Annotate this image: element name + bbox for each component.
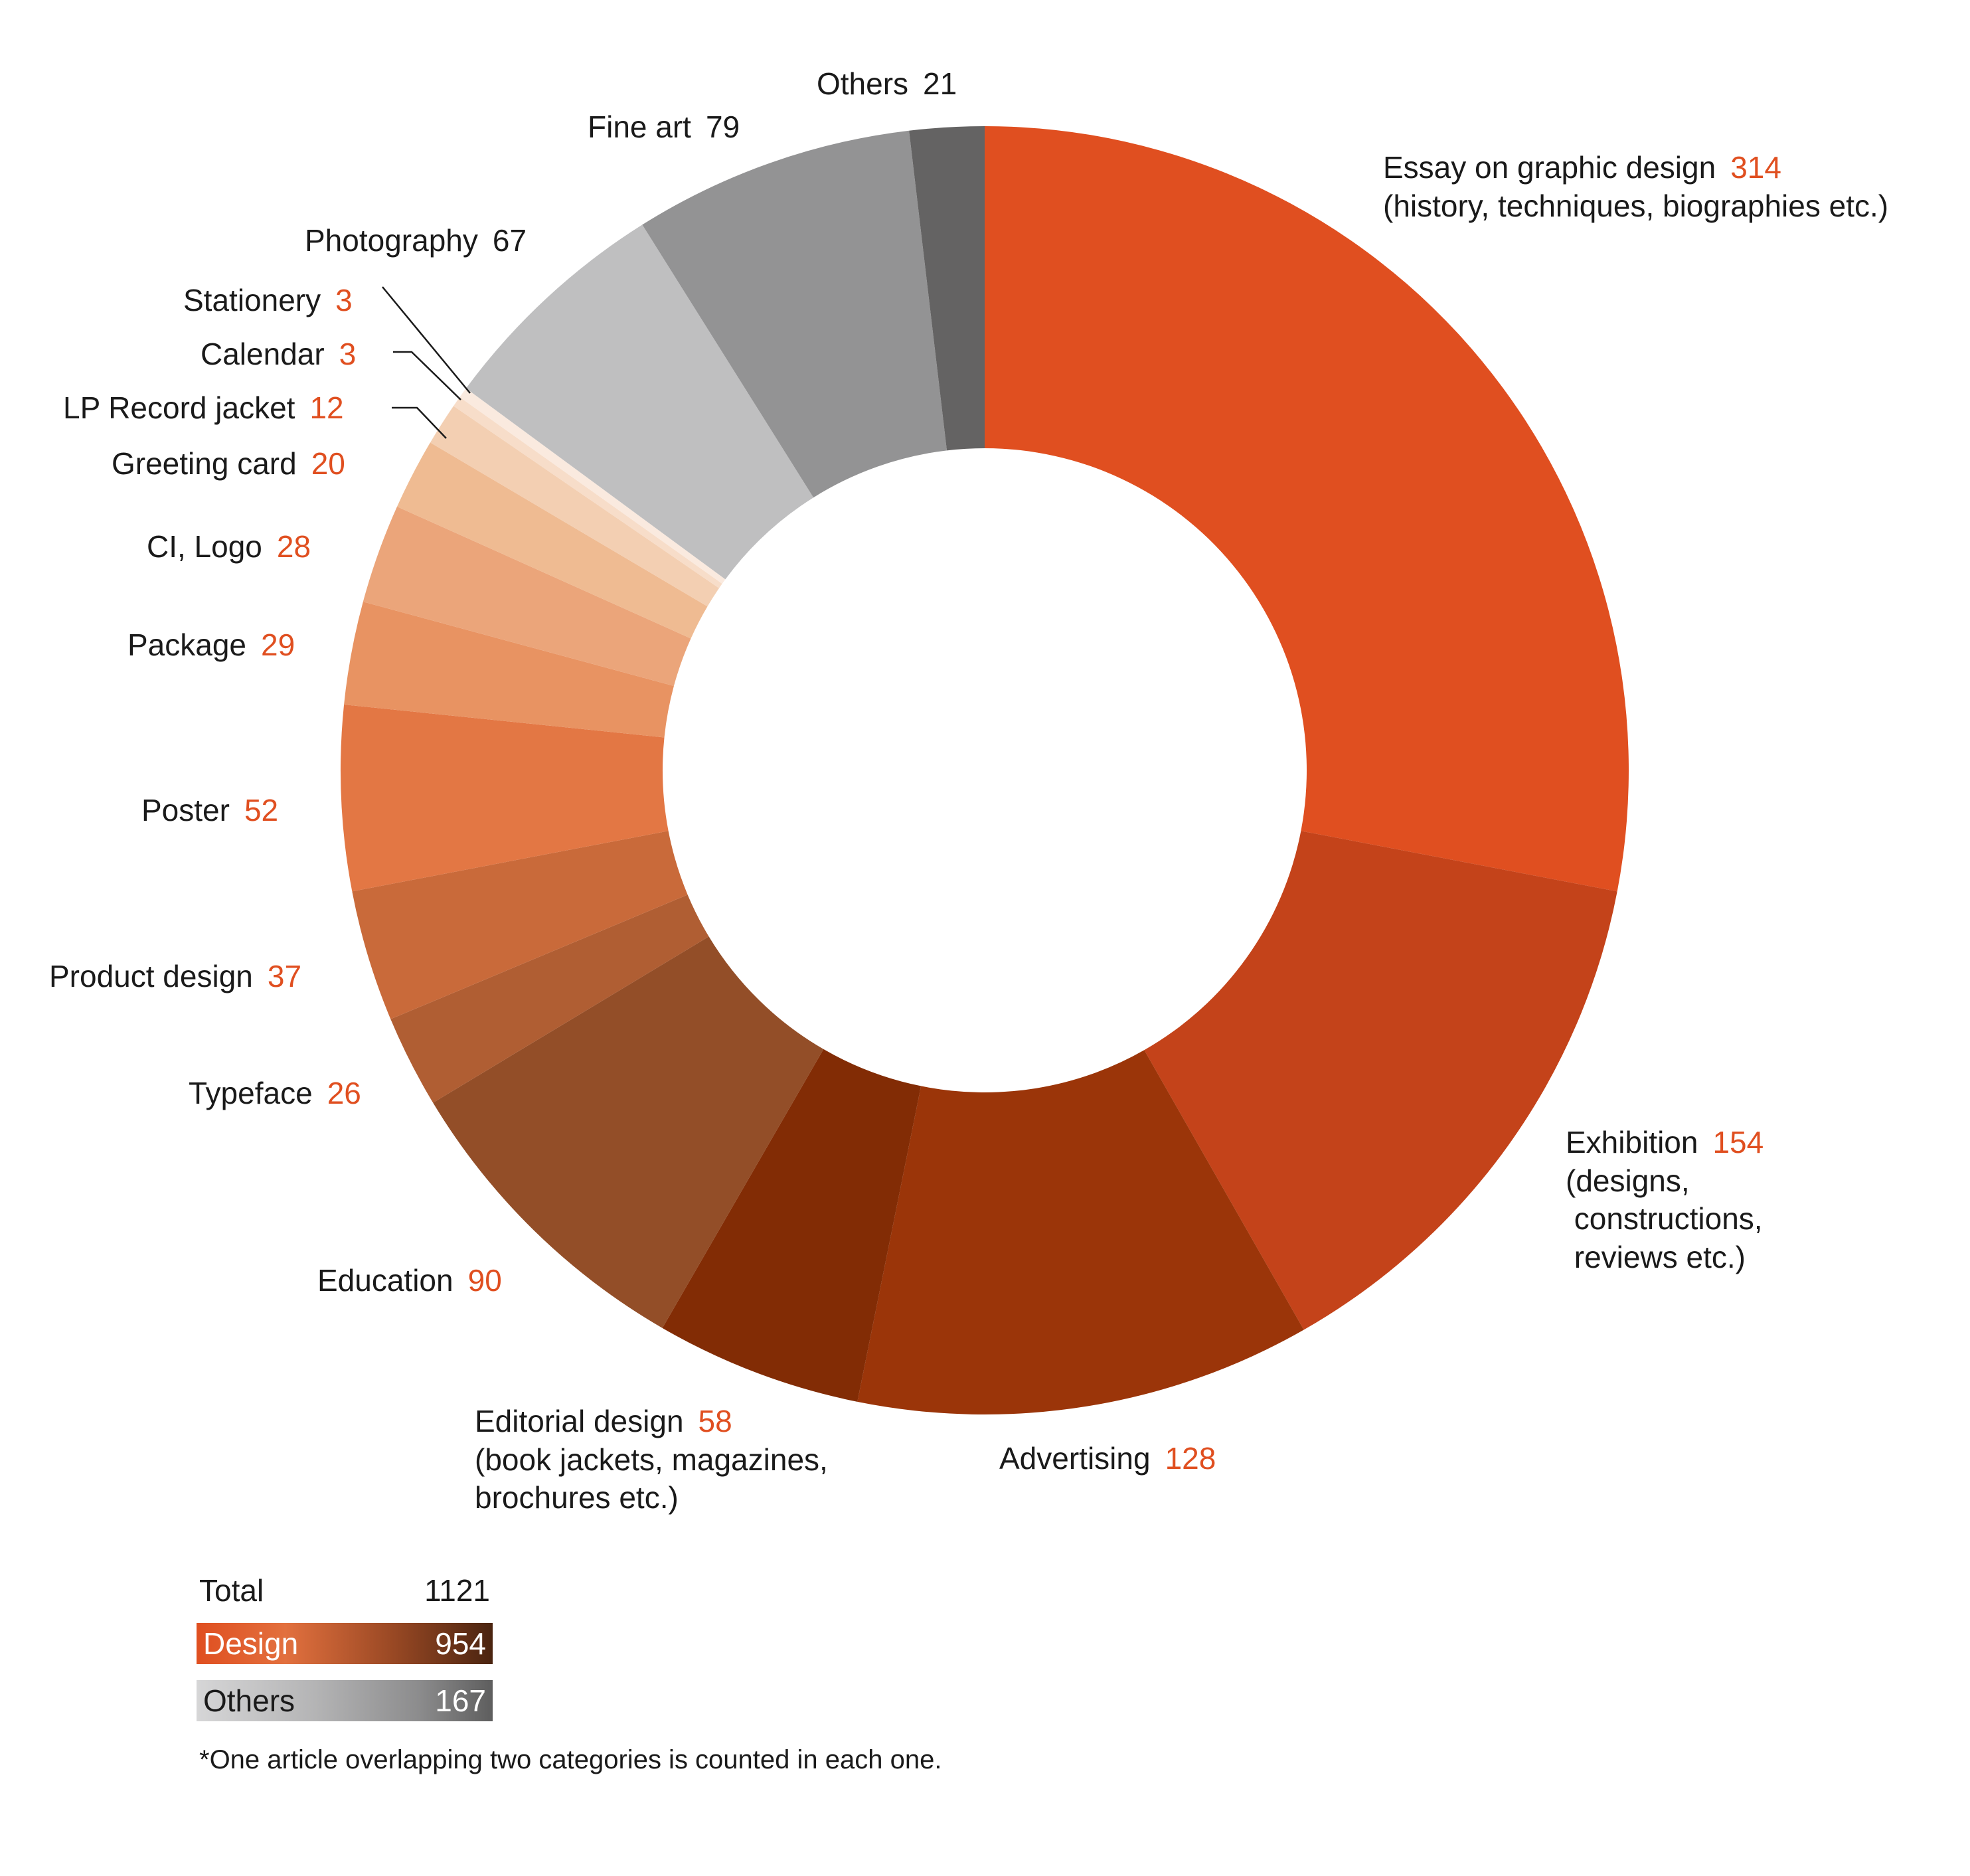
label-value: 26 (327, 1076, 361, 1110)
label-advertising: Advertising 128 (999, 1440, 1216, 1478)
slice-package (344, 602, 674, 738)
label-value: 20 (311, 446, 345, 481)
label-note: (history, techniques, biographies etc.) (1383, 188, 1889, 223)
label-name: Package (127, 628, 247, 662)
slice-editorial-design (662, 1049, 922, 1402)
slice-stationery (459, 388, 726, 584)
label-note: (designs, (1566, 1163, 1690, 1198)
legend-design-value: 954 (435, 1626, 486, 1661)
label-fine-art: Fine art 79 (588, 108, 740, 147)
label-education: Education 90 (317, 1262, 502, 1300)
footnote: *One article overlapping two categories … (199, 1745, 942, 1774)
legend-others-value: 167 (435, 1683, 486, 1718)
label-name: Editorial design (475, 1404, 684, 1438)
label-value: 154 (1712, 1125, 1764, 1159)
slice-calendar (453, 397, 722, 588)
leader-line-calendar (393, 351, 461, 400)
slice-typeface (390, 895, 709, 1103)
label-product-design: Product design 37 (49, 958, 301, 996)
label-note: brochures etc.) (475, 1480, 679, 1515)
legend-design: Design 954 (197, 1623, 493, 1664)
label-value: 3 (339, 337, 357, 371)
label-name: Education (317, 1263, 453, 1298)
legend-total-label: Total (199, 1573, 264, 1608)
label-editorial-design: Editorial design 58 (book jackets, magazin… (475, 1403, 828, 1517)
label-others: Others 21 (817, 65, 957, 104)
label-photography: Photography 67 (305, 222, 527, 260)
label-name: Product design (49, 959, 253, 993)
slice-advertising (857, 1050, 1304, 1415)
legend-others: Others 167 (197, 1680, 493, 1721)
label-value: 29 (261, 628, 295, 662)
label-value: 314 (1730, 150, 1781, 185)
slice-education (433, 936, 824, 1328)
label-value: 21 (923, 66, 957, 101)
legend-design-label: Design (203, 1626, 299, 1661)
label-name: Others (817, 66, 909, 101)
slice-exhibition (1144, 831, 1617, 1330)
slice-poster (341, 704, 669, 892)
slice-fine-art (642, 130, 947, 498)
legend-total: Total 1121 (197, 1567, 493, 1614)
label-name: Greeting card (112, 446, 297, 481)
label-name: Calendar (201, 337, 325, 371)
slice-others (909, 126, 985, 451)
legend-others-label: Others (203, 1683, 295, 1718)
slice-photography (465, 224, 814, 580)
label-value: 79 (705, 110, 740, 144)
leader-line-stationery (382, 286, 471, 394)
label-essay-on-graphic-design: Essay on graphic design 314 (history, tech… (1383, 149, 1888, 225)
label-note: constructions, (1566, 1201, 1763, 1236)
label-calendar: Calendar 3 (201, 335, 356, 374)
label-value: 52 (244, 793, 279, 827)
label-value: 3 (335, 283, 353, 317)
label-value: 37 (267, 959, 302, 993)
legend-total-value: 1121 (424, 1573, 490, 1608)
label-package: Package 29 (127, 626, 295, 665)
label-exhibition: Exhibition 154 (designs, constructions, re… (1566, 1124, 1764, 1276)
slice-greeting-card (397, 442, 708, 639)
label-name: Exhibition (1566, 1125, 1698, 1159)
label-typeface: Typeface 26 (189, 1074, 361, 1113)
label-name: Advertising (999, 1441, 1151, 1476)
label-name: Poster (141, 793, 230, 827)
label-value: 12 (309, 390, 344, 425)
slice-product-design (352, 831, 688, 1019)
label-value: 67 (492, 223, 527, 258)
leader-line-lp-record-jacket (392, 406, 447, 439)
label-value: 58 (698, 1404, 732, 1438)
label-stationery: Stationery 3 (183, 282, 353, 320)
label-poster: Poster 52 (141, 792, 278, 830)
label-name: Stationery (183, 283, 321, 317)
label-value: 28 (276, 529, 311, 564)
label-name: Fine art (588, 110, 691, 144)
label-note: (book jackets, magazines, (475, 1442, 828, 1477)
label-name: LP Record jacket (63, 390, 295, 425)
label-lp-record-jacket: LP Record jacket 12 (63, 389, 344, 428)
label-name: Essay on graphic design (1383, 150, 1716, 185)
slice-essay-on-graphic-design (985, 126, 1629, 892)
label-value: 128 (1165, 1441, 1216, 1476)
label-value: 90 (467, 1263, 502, 1298)
label-ci-logo: CI, Logo 28 (147, 528, 311, 566)
slice-ci-logo (363, 506, 691, 687)
label-name: Typeface (189, 1076, 313, 1110)
slice-lp-record-jacket (430, 406, 720, 607)
label-name: CI, Logo (147, 529, 262, 564)
label-name: Photography (305, 223, 478, 258)
label-note: reviews etc.) (1566, 1239, 1746, 1274)
label-greeting-card: Greeting card 20 (112, 445, 345, 483)
